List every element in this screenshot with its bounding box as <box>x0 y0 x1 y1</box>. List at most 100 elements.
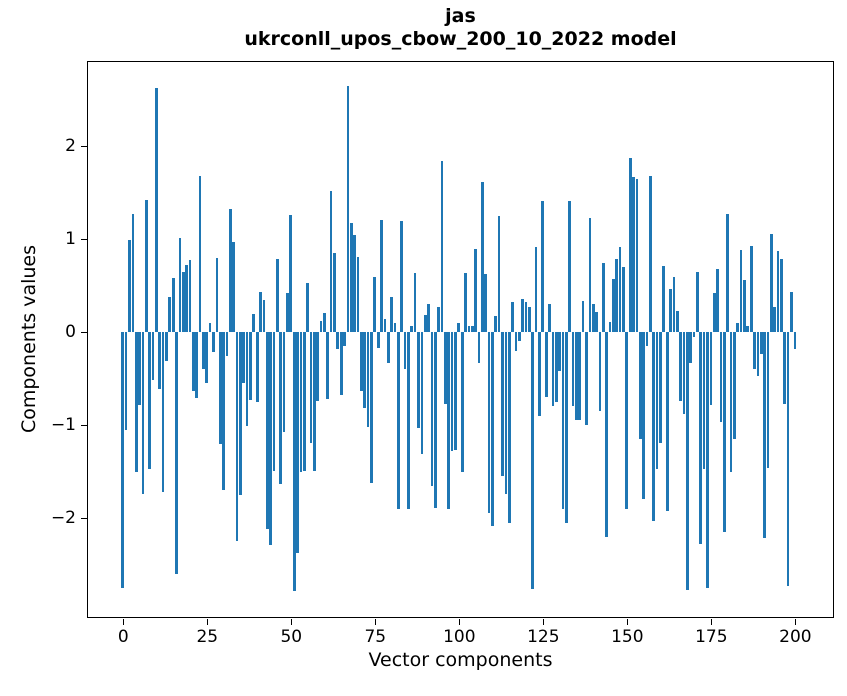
bar <box>312 332 316 472</box>
bar <box>638 332 642 439</box>
bar <box>719 332 723 423</box>
bar <box>356 256 360 333</box>
chart-title-line2: ukrconll_upos_cbow_200_10_2022 model <box>244 28 677 50</box>
y-tick <box>80 238 87 241</box>
bar <box>575 332 578 421</box>
bar <box>538 332 541 416</box>
bar <box>249 332 252 400</box>
bar <box>349 223 353 333</box>
bar <box>585 332 588 425</box>
bar <box>380 220 383 333</box>
bar <box>228 209 232 333</box>
bar <box>235 332 239 542</box>
bar <box>370 332 373 483</box>
y-tick-label: 2 <box>65 136 76 157</box>
bar <box>360 332 363 391</box>
bar <box>151 332 155 381</box>
bar <box>259 292 262 333</box>
bar <box>524 302 528 332</box>
bar <box>507 332 511 523</box>
bar <box>444 332 447 404</box>
bar <box>551 332 555 407</box>
bar <box>403 332 407 370</box>
bar <box>195 332 199 399</box>
bar <box>786 332 790 586</box>
x-tick-label: 200 <box>779 627 812 647</box>
bar <box>141 332 145 494</box>
bar <box>286 292 289 332</box>
bar <box>588 217 592 333</box>
bar <box>269 332 272 545</box>
bar <box>265 332 269 530</box>
bar <box>759 332 763 355</box>
bar <box>769 234 773 333</box>
bar <box>215 257 219 332</box>
bar <box>722 332 726 532</box>
bar <box>756 332 760 376</box>
bar <box>675 310 679 333</box>
bar <box>696 271 699 333</box>
bar <box>218 332 222 444</box>
bar <box>554 332 558 402</box>
bar <box>363 332 367 409</box>
bar <box>561 332 565 509</box>
bar <box>208 322 212 332</box>
bar <box>440 160 444 333</box>
bar <box>702 332 706 469</box>
bar <box>128 239 131 333</box>
x-tick <box>542 618 545 625</box>
bar <box>242 332 246 384</box>
bar <box>222 332 225 491</box>
bar <box>504 332 508 494</box>
bar <box>669 289 672 332</box>
bar <box>457 322 461 332</box>
bar <box>155 88 158 333</box>
bar <box>581 301 585 333</box>
bar <box>400 221 404 333</box>
x-tick <box>710 618 713 625</box>
x-axis-label: Vector components <box>368 649 553 671</box>
bar <box>276 258 279 333</box>
bar <box>642 332 645 500</box>
bar <box>689 332 693 363</box>
bar <box>763 332 766 539</box>
bar <box>699 332 703 544</box>
x-tick <box>626 618 629 625</box>
bar <box>659 332 662 443</box>
bar <box>712 292 716 332</box>
bar <box>517 332 521 342</box>
bar <box>682 332 686 414</box>
bar <box>746 326 750 332</box>
bar <box>302 332 306 472</box>
x-tick-label: 50 <box>280 627 303 647</box>
bar <box>497 215 501 333</box>
bar <box>487 332 491 514</box>
x-tick <box>206 618 209 625</box>
bar <box>615 258 619 333</box>
bar <box>316 332 320 401</box>
bar <box>652 332 656 521</box>
bar <box>323 312 326 333</box>
bar <box>376 332 380 348</box>
bar <box>692 332 696 337</box>
bar <box>417 332 420 428</box>
bar <box>484 274 488 332</box>
bar <box>790 292 793 333</box>
bar <box>491 332 494 527</box>
bar <box>655 332 659 469</box>
x-tick-label: 175 <box>695 627 728 647</box>
bar <box>628 158 632 333</box>
bar <box>568 200 572 333</box>
y-tick-label: 0 <box>65 322 76 343</box>
bar <box>548 304 551 332</box>
bar <box>262 300 266 332</box>
bar <box>353 235 356 333</box>
bar <box>202 332 205 370</box>
y-tick-label: 1 <box>65 229 76 250</box>
bar <box>706 332 709 588</box>
bar <box>565 332 568 523</box>
bar <box>168 296 172 332</box>
bar <box>736 322 740 332</box>
bar <box>474 249 477 333</box>
bar <box>625 332 629 509</box>
